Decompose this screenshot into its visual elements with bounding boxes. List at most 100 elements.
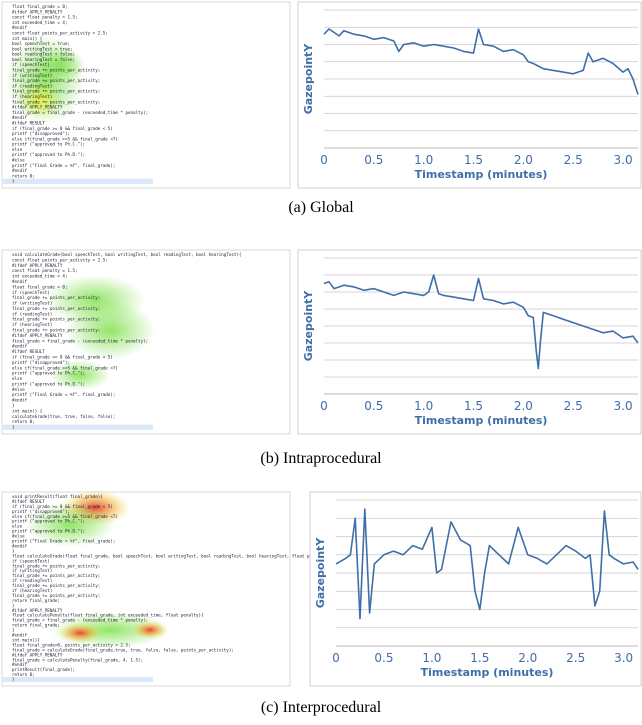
code-line: const float penalty = 1.5; <box>12 15 78 20</box>
code-line: if (readingTest) <box>12 83 52 88</box>
code-line: printf ("approved to Ph.C."); <box>12 142 85 147</box>
code-line: else <box>12 376 23 381</box>
code-line: printf ("approved to Ph.D."); <box>12 381 85 386</box>
code-line: if (writingTest) <box>12 301 52 306</box>
code-line: float final_grade = 0; <box>12 4 67 9</box>
code-line: return 0; <box>12 173 35 178</box>
code-line: #else <box>12 158 25 163</box>
code-line: void calculateGrade(bool speechTest, boo… <box>12 252 242 257</box>
caption: (b) Intraprocedural <box>260 450 382 467</box>
x-tick-label: 1.5 <box>470 651 489 665</box>
code-line: final_grade += points_per_activity; <box>12 295 100 300</box>
current-line <box>3 179 153 184</box>
x-tick-label: 1.0 <box>414 399 433 413</box>
figure: float final_grade = 0;#ifdef APPLY_PENAL… <box>0 0 642 725</box>
code-line: final_grade += points_per_activity; <box>12 328 100 333</box>
code-line: return 0; <box>12 419 35 424</box>
code-line: #endif <box>12 115 28 120</box>
current-line <box>3 677 153 682</box>
code-line: printf ("Final Grade = %f", final_grade)… <box>12 392 115 397</box>
code-line: final_grade += points_per_activity; <box>12 78 100 83</box>
code-line: final_grade = calculatePenalty(final_gra… <box>12 657 143 662</box>
code-line: #endif <box>12 344 28 349</box>
code-line: const float points_per_activity = 2.5; <box>12 30 108 35</box>
x-tick-label: 1.0 <box>422 651 441 665</box>
code-line: final_grade += points_per_activity; <box>12 306 100 311</box>
code-line: bool hearingTest = false; <box>12 57 75 62</box>
code-line: if (speechTest) <box>12 290 50 295</box>
x-tick-label: 0.5 <box>374 651 393 665</box>
code-line: calculateGrade(true, true, false, false)… <box>12 414 115 419</box>
code-line: bool speechTest = true; <box>12 41 70 46</box>
code-line: final_grade += points_per_activity; <box>12 68 100 73</box>
x-tick-label: 2.5 <box>564 399 583 413</box>
x-tick-label: 1.5 <box>464 153 483 167</box>
code-line: printf ("approved to Ph.C."); <box>12 371 85 376</box>
code-line: #ifdef APPLY_PENALTY <box>12 333 63 338</box>
code-line: final_grade += points_per_activity; <box>12 89 100 94</box>
x-tick-label: 0 <box>320 153 328 167</box>
current-line <box>3 425 153 430</box>
code-line: printf ("Final Grade = %f", final_grade)… <box>12 163 115 168</box>
code-line: #ifdef RESULT <box>12 120 45 125</box>
code-line: final_grade += points_per_activity; <box>12 99 100 104</box>
code-line: if (final_grade >= 0 && final_grade < 5) <box>12 354 113 359</box>
code-line: bool writingTest = true; <box>12 46 73 51</box>
code-line: return final_grade; <box>12 623 60 628</box>
y-axis-title: GazepointY <box>314 537 327 609</box>
code-line: if (hearingTest) <box>12 322 52 327</box>
x-tick-label: 0.5 <box>364 399 383 413</box>
code-line: bool readingTest = false; <box>12 52 75 57</box>
x-tick-label: 0.5 <box>364 153 383 167</box>
code-line: const float penalty = 1.5; <box>12 268 78 273</box>
code-line: else if(final_grade >=5 && final_grade <… <box>12 365 118 370</box>
code-line: return 0; <box>12 672 35 677</box>
x-tick-label: 2.0 <box>518 651 537 665</box>
code-line: #else <box>12 387 25 392</box>
x-tick-label: 3.0 <box>614 153 633 167</box>
code-line: printf ("Final Grade = %f", final_grade)… <box>12 539 115 544</box>
code-line: final_grade += points_per_activity; <box>12 317 100 322</box>
code-line: #endif <box>12 168 28 173</box>
x-tick-label: 3.0 <box>614 399 633 413</box>
code-line: const float points_per_activity = 2.5; <box>12 257 108 262</box>
code-line: return final_grade; <box>12 598 60 603</box>
x-tick-label: 1.0 <box>414 153 433 167</box>
x-tick-label: 3.0 <box>614 651 633 665</box>
x-tick-label: 1.5 <box>464 399 483 413</box>
x-tick-label: 2.0 <box>514 399 533 413</box>
x-tick-label: 0 <box>320 399 328 413</box>
code-line: #endif <box>12 398 28 403</box>
y-axis-title: GazepointY <box>302 43 315 115</box>
code-line: printf ("approved to Ph.C."); <box>12 519 85 524</box>
code-line: else if(final_grade >=5 && final_grade <… <box>12 136 118 141</box>
code-line: #endif <box>12 279 28 284</box>
code-line: if (hearingTest) <box>12 94 52 99</box>
x-tick-label: 0 <box>332 651 340 665</box>
code-line: printf ("approved to Ph.D."); <box>12 152 85 157</box>
code-line: final_grade = final_grade - (exceeded_ti… <box>12 338 148 343</box>
x-axis-title: Timestamp (minutes) <box>415 414 548 427</box>
x-axis-title: Timestamp (minutes) <box>421 666 554 679</box>
code-line: if (writingTest) <box>12 73 52 78</box>
code-line: #endif <box>12 25 28 30</box>
code-line: #ifdef APPLY_PENALTY <box>12 9 63 14</box>
code-line: else <box>12 147 23 152</box>
code-line: #ifdef RESULT <box>12 349 45 354</box>
code-line: float calculateGrade(float final_grade, … <box>12 553 360 558</box>
x-tick-label: 2.5 <box>564 153 583 167</box>
code-line: final_grade = final_grade - (exceeded_ti… <box>12 110 148 115</box>
code-line: #ifdef APPLY_PENALTY <box>12 105 63 110</box>
x-tick-label: 2.0 <box>514 153 533 167</box>
code-line: if (speechTest) <box>12 62 50 67</box>
code-line: int main() { <box>12 408 43 413</box>
code-line: #ifdef APPLY_PENALTY <box>12 263 63 268</box>
y-axis-title: GazepointY <box>302 290 315 362</box>
code-line: if (final_grade >= 0 && final_grade < 5) <box>12 126 113 131</box>
code-line: int exceeded_time = 4; <box>12 274 67 279</box>
caption: (c) Interprocedural <box>261 699 382 716</box>
code-line: printf ("disapproved"); <box>12 360 70 365</box>
code-line: if (readingTest) <box>12 311 52 316</box>
code-line: float final_grade = 0; <box>12 284 67 289</box>
x-tick-label: 2.5 <box>566 651 585 665</box>
